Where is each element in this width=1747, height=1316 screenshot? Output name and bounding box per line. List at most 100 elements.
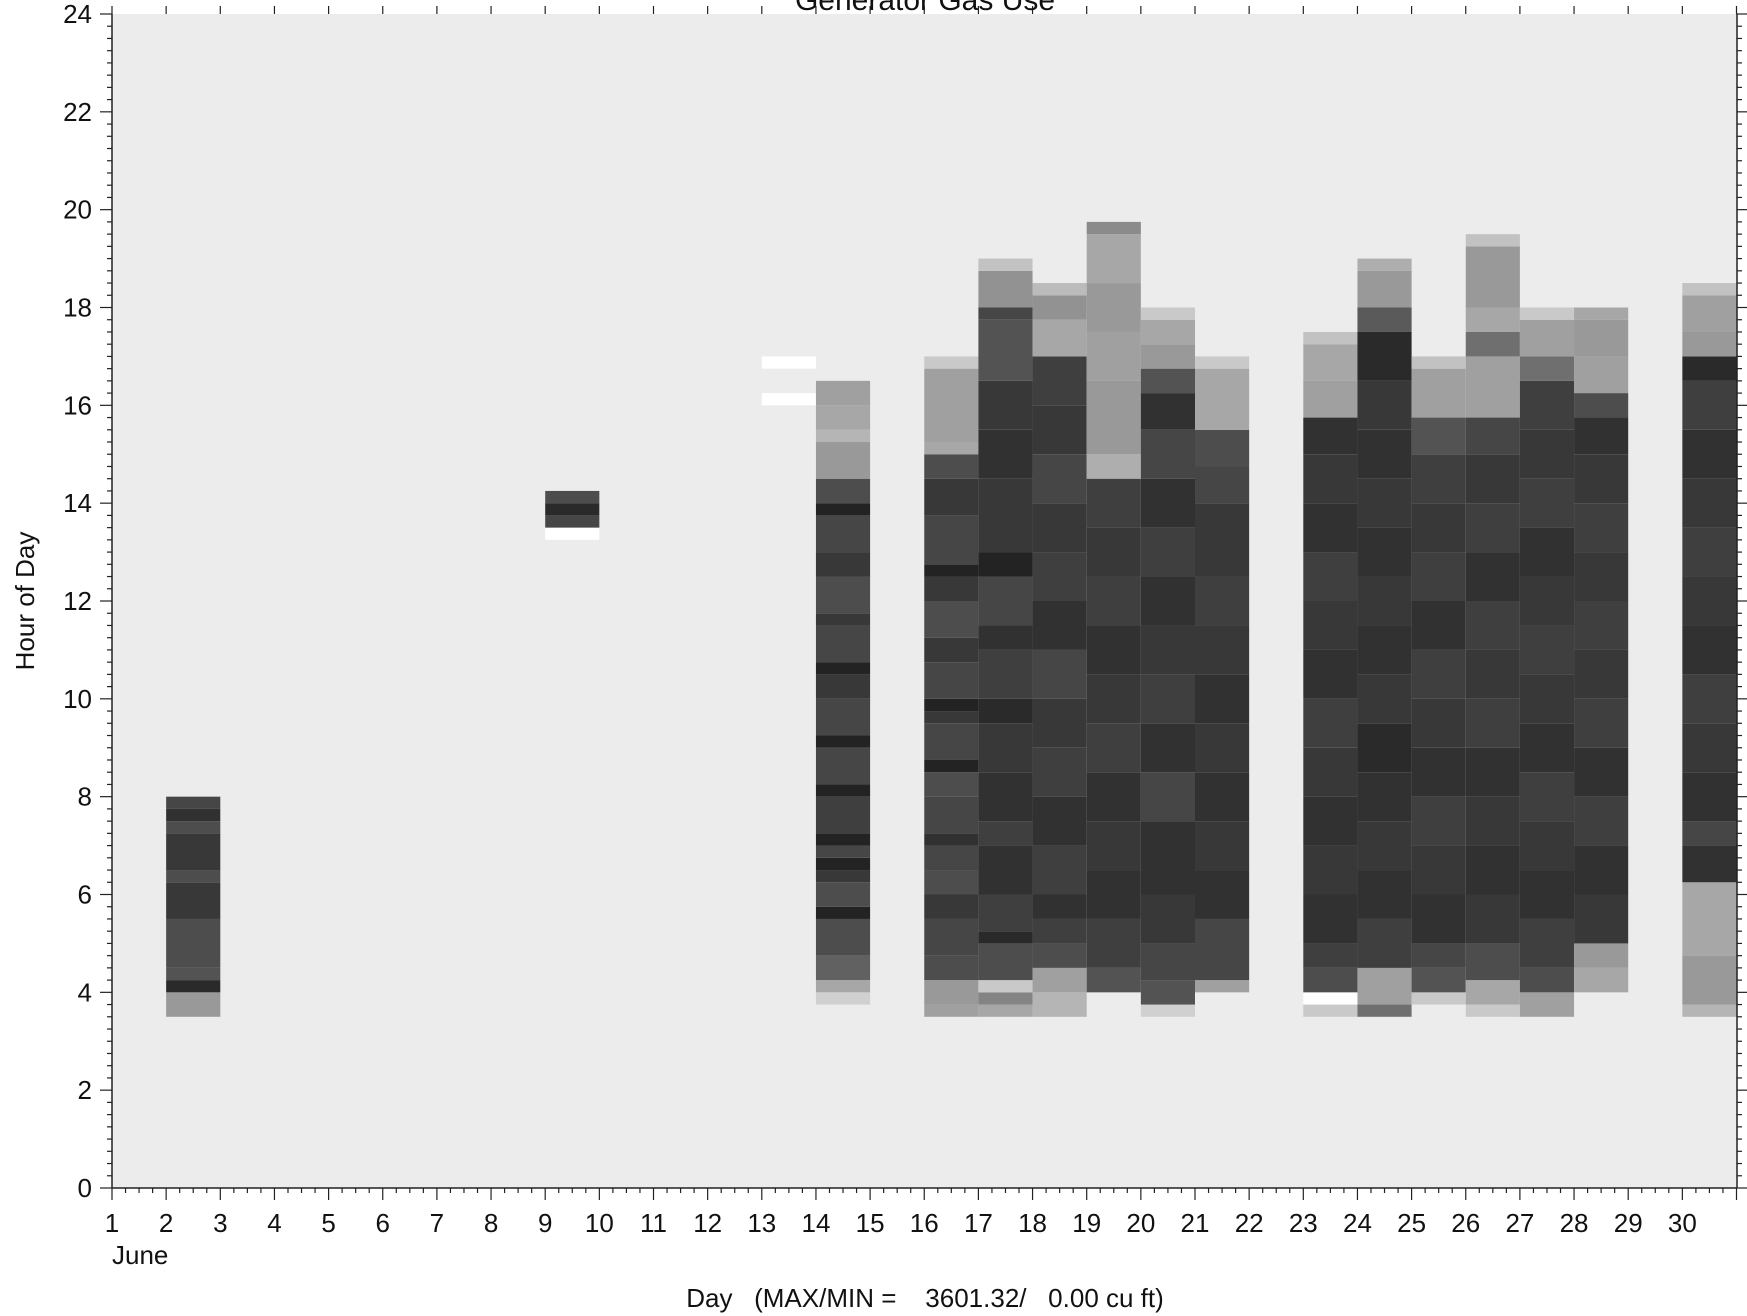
heatmap-cell	[1140, 368, 1195, 394]
heatmap-cell	[924, 723, 979, 760]
x-tick-label: 15	[856, 1208, 885, 1238]
x-tick-label: 20	[1126, 1208, 1155, 1238]
heatmap-cell	[978, 931, 1033, 944]
heatmap-cell	[1574, 943, 1629, 968]
heatmap-cell	[815, 698, 871, 736]
heatmap-cell	[1411, 503, 1466, 553]
x-tick-label: 25	[1397, 1208, 1426, 1238]
y-axis-title: Hour of Day	[10, 532, 40, 671]
heatmap-cell	[1357, 429, 1412, 479]
heatmap-cell	[166, 796, 221, 809]
heatmap-cell	[1682, 882, 1737, 956]
heatmap-cell	[815, 796, 871, 834]
heatmap-cell	[924, 564, 979, 577]
heatmap-cell	[815, 405, 871, 430]
heatmap-cell	[1032, 943, 1087, 968]
heatmap-cell	[1303, 992, 1358, 1005]
heatmap-cell	[1574, 454, 1629, 504]
x-tick-label: 3	[213, 1208, 227, 1238]
y-tick-label: 22	[63, 97, 92, 127]
heatmap-cell	[924, 698, 979, 712]
heatmap-cell	[1357, 258, 1412, 271]
month-label: June	[112, 1240, 168, 1270]
heatmap-cell	[924, 894, 979, 919]
heatmap-cell	[1574, 356, 1629, 394]
heatmap-cell	[924, 601, 979, 638]
heatmap-cell	[924, 576, 979, 601]
x-tick-label: 14	[801, 1208, 830, 1238]
heatmap-cell	[545, 515, 600, 528]
heatmap-cell	[978, 992, 1033, 1005]
heatmap-cell	[815, 576, 871, 614]
heatmap-cell	[1303, 503, 1358, 553]
heatmap-cell	[1140, 429, 1195, 479]
heatmap-cell	[815, 870, 871, 883]
heatmap-cell	[924, 980, 979, 1005]
heatmap-cell	[1519, 723, 1575, 773]
heatmap-cell	[1303, 552, 1358, 601]
heatmap-cell	[1032, 698, 1087, 748]
y-tick-label: 8	[78, 782, 92, 812]
y-tick-label: 16	[63, 390, 92, 420]
heatmap-cell	[815, 503, 871, 516]
heatmap-cell	[1195, 674, 1250, 724]
y-tick-label: 6	[78, 880, 92, 910]
x-tick-label: 1	[105, 1208, 119, 1238]
y-tick-label: 10	[63, 684, 92, 714]
heatmap-cell	[1140, 1004, 1195, 1017]
heatmap-cell	[1411, 368, 1466, 418]
heatmap-cell	[1411, 992, 1466, 1005]
heatmap-cell	[1140, 344, 1195, 369]
heatmap-cell	[1195, 772, 1250, 822]
heatmap-cell	[1086, 380, 1141, 455]
heatmap-cell	[815, 955, 871, 981]
heatmap-cell	[1303, 417, 1358, 455]
heatmap-cell	[1140, 527, 1195, 577]
heatmap-cell	[1465, 747, 1520, 797]
x-tick-label: 10	[585, 1208, 614, 1238]
heatmap-cell	[1086, 918, 1141, 968]
heatmap-cell	[978, 258, 1033, 271]
heatmap-cell	[1195, 723, 1250, 773]
heatmap-cell	[1465, 796, 1520, 846]
heatmap-cell	[1574, 601, 1629, 650]
x-tick-label: 27	[1505, 1208, 1534, 1238]
heatmap-cell	[1682, 821, 1737, 846]
heatmap-cell	[924, 662, 979, 699]
heatmap-cell	[978, 698, 1033, 724]
heatmap-cell	[1086, 870, 1141, 919]
y-tick-label: 24	[63, 0, 92, 29]
heatmap-cell	[1465, 552, 1520, 601]
heatmap-cell	[1519, 576, 1575, 626]
heatmap-cell	[978, 649, 1033, 699]
heatmap-cell	[166, 882, 221, 919]
x-tick-label: 28	[1560, 1208, 1589, 1238]
heatmap-cell	[815, 857, 871, 871]
x-tick-label: 19	[1072, 1208, 1101, 1238]
heatmap-cell	[1195, 821, 1250, 871]
heatmap-cell	[1357, 1004, 1412, 1017]
heatmap-cell	[1357, 478, 1412, 528]
chart-title: Generator Gas Use	[795, 0, 1055, 17]
y-tick-label: 12	[63, 586, 92, 616]
heatmap-cell	[924, 368, 979, 443]
heatmap-cell	[1682, 576, 1737, 626]
heatmap-cell	[1086, 331, 1141, 381]
heatmap-cell	[166, 967, 221, 981]
heatmap-cell	[166, 821, 221, 834]
heatmap-cell	[1465, 307, 1520, 332]
heatmap-cell	[1140, 674, 1195, 724]
x-tick-label: 24	[1343, 1208, 1372, 1238]
heatmap-cell	[1303, 331, 1358, 345]
heatmap-cell	[1357, 870, 1412, 919]
heatmap-cell	[1195, 576, 1250, 626]
x-tick-label: 29	[1614, 1208, 1643, 1238]
heatmap-cell	[1465, 845, 1520, 895]
heatmap-cell	[1032, 454, 1087, 504]
heatmap-cell	[1519, 625, 1575, 675]
heatmap-cell	[1574, 552, 1629, 601]
heatmap-cell	[1086, 625, 1141, 675]
heatmap-cell	[1303, 454, 1358, 504]
heatmap-cell	[815, 442, 871, 479]
